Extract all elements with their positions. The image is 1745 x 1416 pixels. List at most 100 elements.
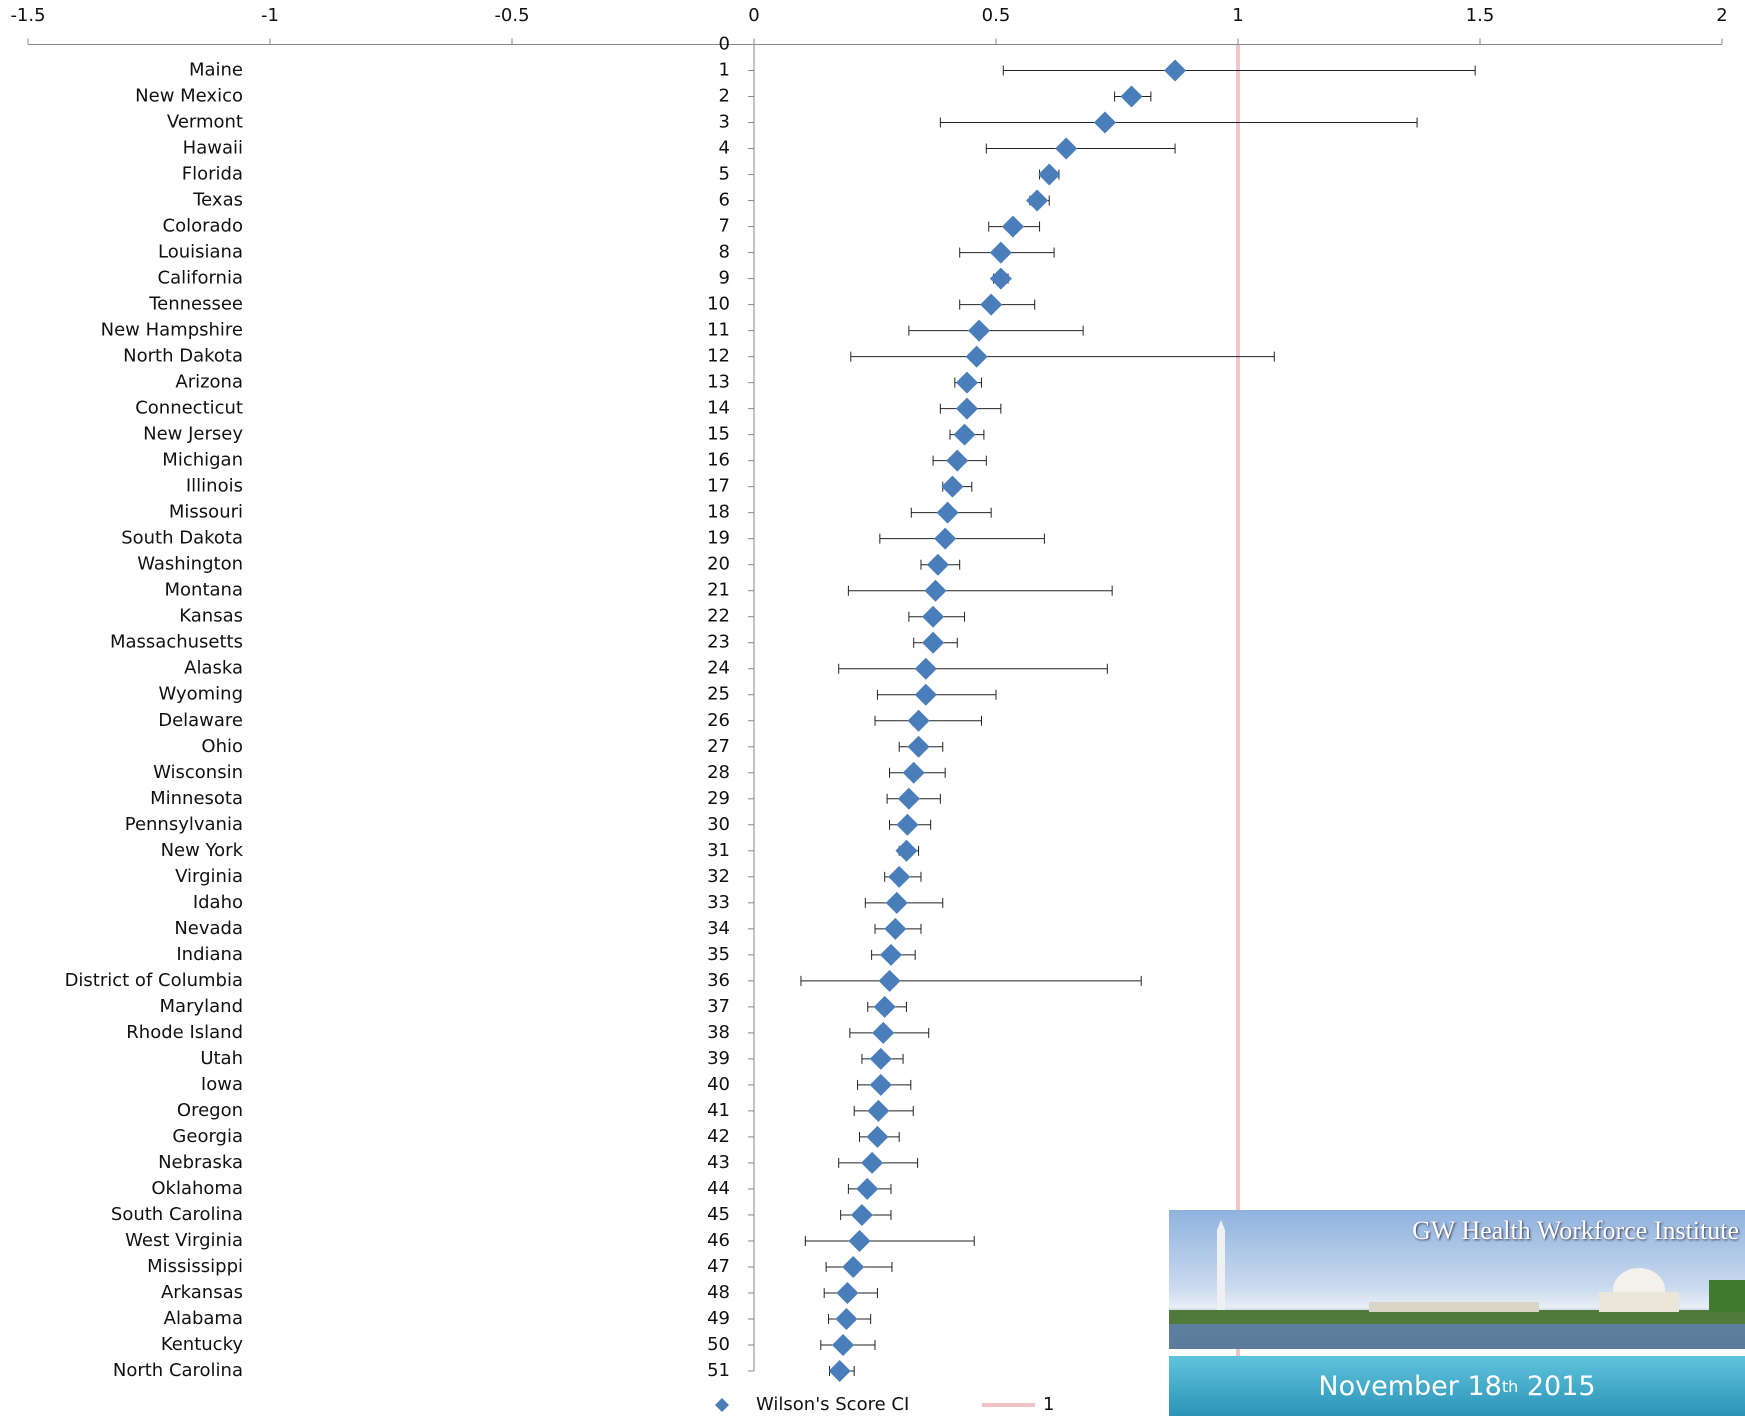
x-tick-label: 0	[748, 5, 759, 26]
category-label: Montana	[165, 580, 243, 601]
category-label: Arizona	[175, 372, 243, 393]
y-tick-label: 41	[707, 1100, 730, 1121]
point	[907, 735, 930, 758]
category-label: Alabama	[164, 1308, 243, 1329]
category-label: Wyoming	[158, 684, 243, 705]
category-label: Idaho	[193, 892, 243, 913]
category-label: California	[158, 268, 243, 289]
point	[869, 1047, 892, 1070]
point	[1026, 189, 1049, 212]
y-tick-label: 50	[707, 1334, 730, 1355]
point	[832, 1333, 855, 1356]
x-tick-label: 2	[1716, 5, 1727, 26]
category-label: New Hampshire	[101, 320, 243, 341]
category-label: Arkansas	[161, 1282, 243, 1303]
y-tick-label: 23	[707, 632, 730, 653]
point	[968, 319, 991, 342]
category-label: Indiana	[176, 944, 243, 965]
point	[873, 995, 896, 1018]
category-label: Maryland	[160, 996, 243, 1017]
x-tick-label: 0.5	[982, 5, 1011, 26]
date-year: 2015	[1526, 1370, 1596, 1402]
y-tick-label: 13	[707, 372, 730, 393]
point	[1038, 163, 1061, 186]
point	[914, 657, 937, 680]
point	[922, 605, 945, 628]
y-tick-label: 42	[707, 1126, 730, 1147]
point	[866, 1125, 889, 1148]
category-label: Virginia	[175, 866, 243, 887]
category-label: Massachusetts	[110, 632, 243, 653]
y-tick-label: 24	[707, 658, 730, 679]
point	[895, 839, 918, 862]
category-label: North Carolina	[113, 1360, 243, 1381]
category-label: Maine	[189, 60, 243, 81]
category-label: Pennsylvania	[125, 814, 243, 835]
y-tick-label: 45	[707, 1204, 730, 1225]
category-label: District of Columbia	[65, 970, 243, 991]
y-tick-label: 37	[707, 996, 730, 1017]
y-tick-label: 18	[707, 502, 730, 523]
category-label: Connecticut	[135, 398, 243, 419]
y-tick-label: 32	[707, 866, 730, 887]
banner: GW Health Workforce Institute November 1…	[1169, 1210, 1745, 1416]
point	[888, 865, 911, 888]
point	[914, 683, 937, 706]
category-label: Minnesota	[150, 788, 243, 809]
category-label: New Jersey	[143, 424, 243, 445]
category-label: Tennessee	[148, 294, 243, 315]
point	[1120, 85, 1143, 108]
legend-label: Wilson's Score CI	[756, 1394, 909, 1415]
point	[989, 267, 1012, 290]
date-main: November 18	[1318, 1370, 1502, 1402]
point	[965, 345, 988, 368]
category-label: Vermont	[167, 112, 243, 133]
point	[941, 475, 964, 498]
category-label: North Dakota	[123, 346, 243, 367]
y-tick-label: 38	[707, 1022, 730, 1043]
y-tick-label: 48	[707, 1282, 730, 1303]
y-tick-label: 5	[719, 164, 730, 185]
y-tick-label: 8	[719, 242, 730, 263]
category-label: Oregon	[177, 1100, 243, 1121]
y-tick-label: 11	[707, 320, 730, 341]
y-tick-label: 1	[719, 60, 730, 81]
y-tick-label: 9	[719, 268, 730, 289]
category-label: New Mexico	[135, 86, 243, 107]
point	[924, 579, 947, 602]
y-tick-label: 49	[707, 1308, 730, 1329]
category-label: Ohio	[201, 736, 243, 757]
y-tick-label: 12	[707, 346, 730, 367]
y-tick-label: 34	[707, 918, 730, 939]
category-label: Kentucky	[161, 1334, 244, 1355]
point	[884, 917, 907, 940]
point	[1001, 215, 1024, 238]
category-label: Louisiana	[158, 242, 243, 263]
category-label: Nevada	[174, 918, 243, 939]
banner-photo: GW Health Workforce Institute	[1169, 1210, 1745, 1349]
legend-marker	[715, 1398, 729, 1412]
x-tick-label: 1	[1232, 5, 1243, 26]
point	[828, 1360, 851, 1382]
point	[955, 397, 978, 420]
category-label: Illinois	[186, 476, 243, 497]
category-label: South Dakota	[121, 528, 243, 549]
point	[936, 501, 959, 524]
y-tick-label: 10	[707, 294, 730, 315]
point	[953, 423, 976, 446]
category-label: Nebraska	[158, 1152, 243, 1173]
point	[869, 1073, 892, 1096]
y-tick-label: 19	[707, 528, 730, 549]
category-label: West Virginia	[125, 1230, 243, 1251]
category-label: New York	[161, 840, 244, 861]
category-label: Oklahoma	[151, 1178, 243, 1199]
point	[878, 969, 901, 992]
category-label: Hawaii	[183, 138, 243, 159]
category-label: Colorado	[163, 216, 243, 237]
category-label: Michigan	[162, 450, 243, 471]
category-label: Delaware	[158, 710, 243, 731]
point	[896, 813, 919, 836]
y-tick-label: 33	[707, 892, 730, 913]
